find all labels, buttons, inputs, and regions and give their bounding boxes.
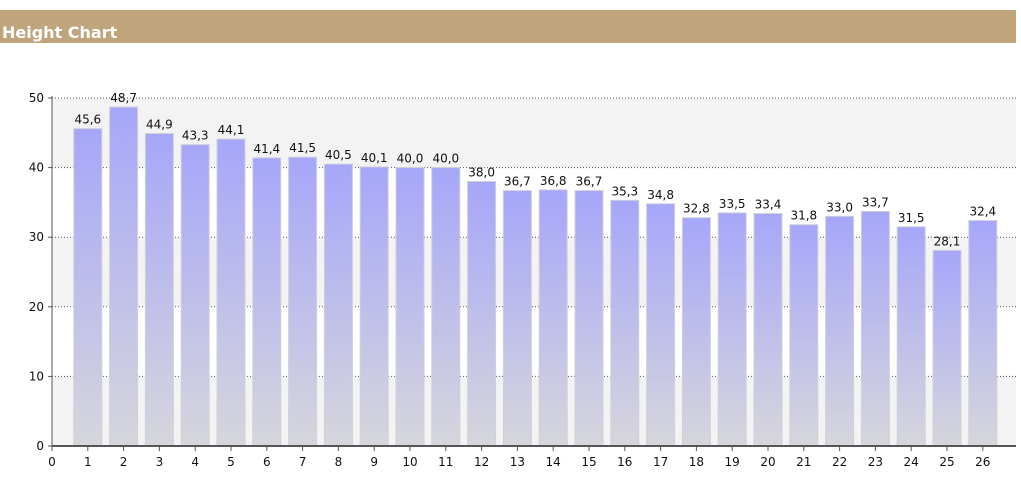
plot-band <box>52 237 1016 307</box>
x-tick-label: 14 <box>546 455 561 469</box>
bar <box>610 199 640 447</box>
x-tick-label: 10 <box>402 455 417 469</box>
bar <box>216 138 246 447</box>
bar-value-label: 31,5 <box>898 211 925 225</box>
bar-value-label: 32,8 <box>683 202 710 216</box>
y-tick-label: 20 <box>29 300 44 314</box>
bar-value-label: 45,6 <box>74 113 101 127</box>
y-tick-label: 10 <box>29 369 44 383</box>
bar <box>538 189 568 447</box>
x-tick-label: 13 <box>510 455 525 469</box>
bar-value-label: 33,0 <box>826 200 853 214</box>
y-tick-label: 40 <box>29 161 44 175</box>
x-tick-label: 25 <box>939 455 954 469</box>
chart-title: Height Chart <box>2 23 118 42</box>
x-tick-label: 24 <box>904 455 919 469</box>
bar-value-label: 36,7 <box>504 175 531 189</box>
y-tick-label: 30 <box>29 230 44 244</box>
x-tick-label: 23 <box>868 455 883 469</box>
x-tick-label: 16 <box>617 455 632 469</box>
bar <box>753 213 783 447</box>
bar <box>717 212 747 447</box>
bar <box>144 132 174 447</box>
bar-value-label: 38,0 <box>468 166 495 180</box>
bar-value-label: 33,4 <box>755 198 782 212</box>
bar-value-label: 31,8 <box>790 209 817 223</box>
bar <box>180 144 210 447</box>
plot-band <box>52 98 1016 168</box>
bar <box>574 190 604 447</box>
bar <box>932 249 962 447</box>
bar-value-label: 36,8 <box>540 174 567 188</box>
x-tick-label: 2 <box>120 455 128 469</box>
x-tick-label: 5 <box>227 455 235 469</box>
bar-value-label: 40,5 <box>325 148 352 162</box>
bar <box>252 157 282 447</box>
bar <box>359 166 389 447</box>
bar <box>968 219 998 447</box>
bar <box>825 215 855 447</box>
x-tick-label: 1 <box>84 455 92 469</box>
y-tick-label: 50 <box>29 91 44 105</box>
bar-value-label: 34,8 <box>647 188 674 202</box>
bar <box>288 156 318 447</box>
bar-value-label: 44,1 <box>218 123 245 137</box>
y-tick-label: 0 <box>36 439 44 453</box>
x-tick-label: 3 <box>156 455 164 469</box>
x-tick-label: 12 <box>474 455 489 469</box>
bar <box>395 167 425 447</box>
bar <box>789 224 819 447</box>
x-tick-label: 18 <box>689 455 704 469</box>
x-tick-label: 9 <box>370 455 378 469</box>
x-tick-label: 0 <box>48 455 56 469</box>
bar <box>681 217 711 447</box>
bar-value-label: 35,3 <box>611 184 638 198</box>
x-tick-label: 11 <box>438 455 453 469</box>
bar <box>860 210 890 447</box>
x-tick-label: 20 <box>760 455 775 469</box>
x-tick-label: 19 <box>725 455 740 469</box>
bar-value-label: 43,3 <box>182 129 209 143</box>
bar <box>896 226 926 447</box>
x-tick-label: 26 <box>975 455 990 469</box>
bar-value-label: 32,4 <box>969 204 996 218</box>
x-tick-label: 17 <box>653 455 668 469</box>
bar-value-label: 28,1 <box>934 234 961 248</box>
bar-value-label: 41,5 <box>289 141 316 155</box>
bar <box>467 181 497 447</box>
chart-header-bar <box>0 10 1016 43</box>
x-tick-label: 22 <box>832 455 847 469</box>
x-tick-label: 6 <box>263 455 271 469</box>
bar-value-label: 41,4 <box>253 142 280 156</box>
x-tick-label: 4 <box>191 455 199 469</box>
bar-value-label: 33,7 <box>862 195 889 209</box>
bar-value-label: 36,7 <box>576 175 603 189</box>
bar-value-label: 40,1 <box>361 151 388 165</box>
x-tick-label: 8 <box>335 455 343 469</box>
plot-band <box>52 376 1016 446</box>
bar-value-label: 33,5 <box>719 197 746 211</box>
bar <box>323 163 353 447</box>
x-tick-label: 21 <box>796 455 811 469</box>
bar <box>431 167 461 447</box>
bar <box>109 106 139 447</box>
bar-value-label: 40,0 <box>397 152 424 166</box>
bar-value-label: 40,0 <box>432 152 459 166</box>
bar-value-label: 48,7 <box>110 91 137 105</box>
x-tick-label: 7 <box>299 455 307 469</box>
bar <box>646 203 676 447</box>
bar <box>502 190 532 447</box>
bar-value-label: 44,9 <box>146 117 173 131</box>
bar <box>73 128 103 447</box>
x-tick-label: 15 <box>581 455 596 469</box>
